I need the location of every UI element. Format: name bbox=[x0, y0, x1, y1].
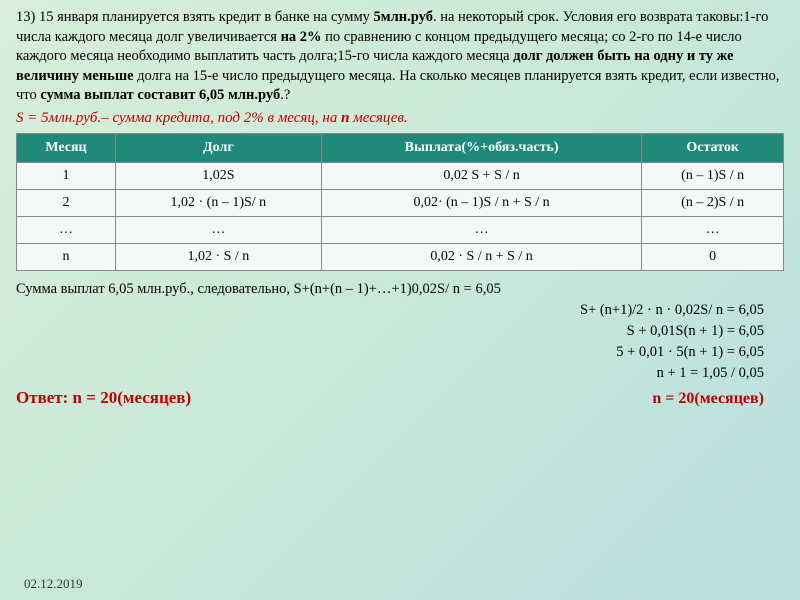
calc-step: 5 + 0,01 · 5(n + 1) = 6,05 bbox=[16, 342, 784, 363]
table-header-row: Месяц Долг Выплата(%+обяз.часть) Остаток bbox=[17, 133, 784, 162]
col-month: Месяц bbox=[17, 133, 116, 162]
col-remainder: Остаток bbox=[642, 133, 784, 162]
payment-schedule-table: Месяц Долг Выплата(%+обяз.часть) Остаток… bbox=[16, 133, 784, 271]
footer-date: 02.12.2019 bbox=[24, 576, 83, 592]
calc-intro: Сумма выплат 6,05 млн.руб., следовательн… bbox=[16, 279, 784, 300]
calc-step: S + 0,01S(n + 1) = 6,05 bbox=[16, 321, 784, 342]
calc-step: S+ (n+1)/2 · n · 0,02S/ n = 6,05 bbox=[16, 300, 784, 321]
answer-row: Ответ: n = 20(месяцев) n = 20(месяцев) bbox=[16, 388, 784, 408]
calculation-block: Сумма выплат 6,05 млн.руб., следовательн… bbox=[16, 279, 784, 384]
calc-step: n + 1 = 1,05 / 0,05 bbox=[16, 363, 784, 384]
table-row: 1 1,02S 0,02 S + S / n (n – 1)S / n bbox=[17, 162, 784, 189]
col-debt: Долг bbox=[115, 133, 321, 162]
table-row: n 1,02 · S / n 0,02 · S / n + S / n 0 bbox=[17, 243, 784, 270]
table-row: 2 1,02 · (n – 1)S/ n 0,02· (n – 1)S / n … bbox=[17, 189, 784, 216]
problem-statement: 13) 15 января планируется взять кредит в… bbox=[16, 8, 784, 106]
problem-number: 13) bbox=[16, 9, 35, 25]
col-payment: Выплата(%+обяз.часть) bbox=[321, 133, 642, 162]
answer-label: Ответ: n = 20(месяцев) bbox=[16, 388, 191, 408]
given-conditions: S = 5млн.руб.– сумма кредита, под 2% в м… bbox=[16, 110, 784, 127]
table-row: … … … … bbox=[17, 216, 784, 243]
answer-final: n = 20(месяцев) bbox=[652, 390, 764, 408]
